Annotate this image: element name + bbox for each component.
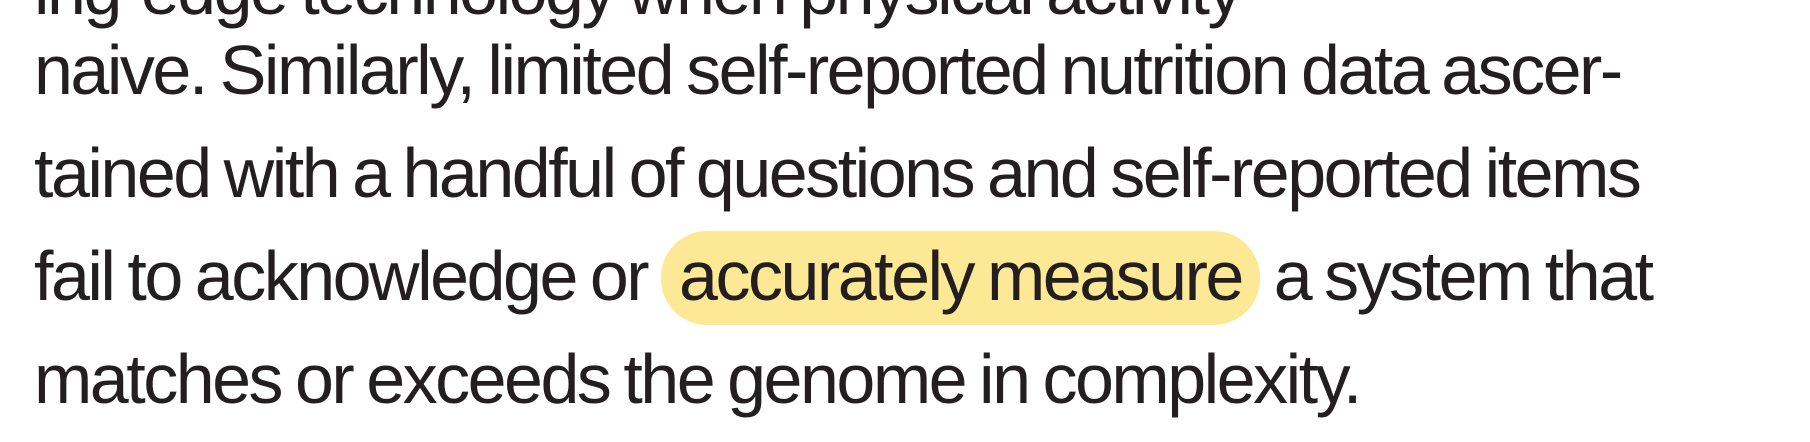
cut-off-text-line: ing-edge technology when physical activi… (34, 0, 1794, 30)
text-line-1: naive. Similarly, limited self-reported … (34, 31, 1623, 109)
text-line-4: matches or exceeds the genome in complex… (34, 340, 1362, 418)
text-line-3-after: a system that (1259, 237, 1654, 315)
highlighted-text[interactable]: accurately measure (661, 231, 1260, 325)
text-line-3-before: fail to acknowledge or (34, 237, 662, 315)
text-line-2: tained with a handful of questions and s… (34, 134, 1642, 212)
text-line-3: fail to acknowledge or accurately measur… (34, 231, 1794, 325)
